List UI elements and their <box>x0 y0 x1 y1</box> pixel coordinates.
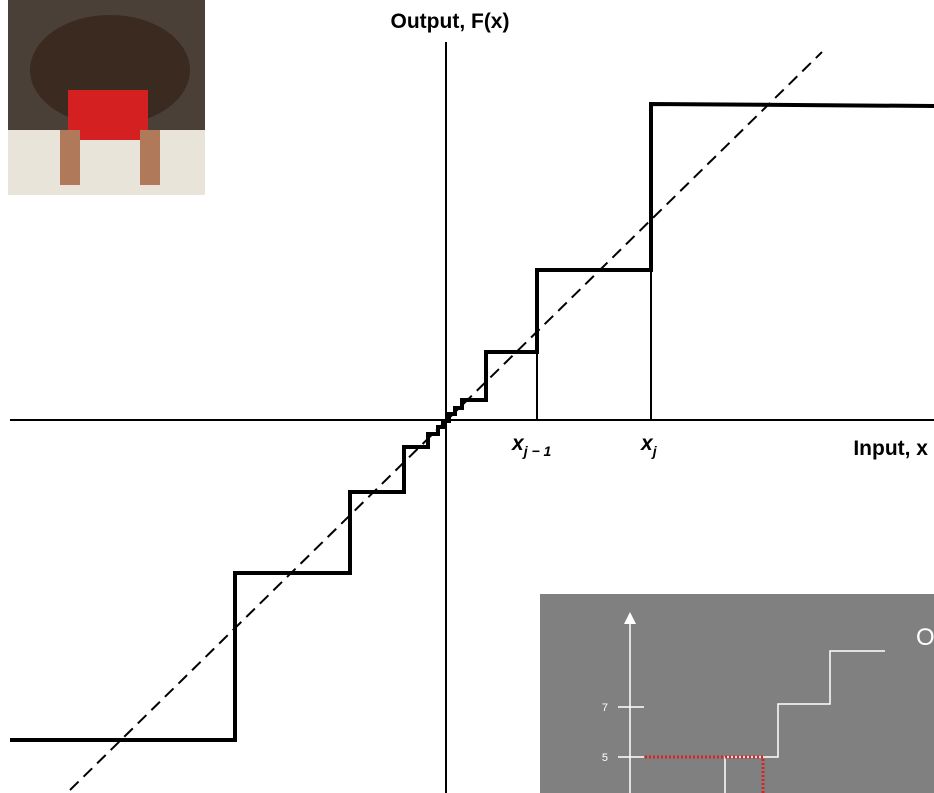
inset-arrow <box>624 612 636 624</box>
inset: 7 5 O <box>540 594 934 793</box>
inset-tick-label: 7 <box>602 702 608 714</box>
inset-label: O <box>916 624 934 651</box>
staircase <box>10 101 934 742</box>
marker-sub: j − 1 <box>522 443 552 459</box>
y-axis-label: Output, F(x) <box>391 10 510 33</box>
photo <box>8 0 205 195</box>
linear-reference <box>69 51 823 791</box>
marker-base: x <box>511 432 525 455</box>
inset-tick-label: 5 <box>602 752 608 764</box>
marker-base: x <box>640 432 654 455</box>
inset-background <box>540 594 934 793</box>
marker-label: xj − 1 <box>511 432 552 459</box>
x-axis-label: Input, x <box>853 437 928 460</box>
marker-label: xj <box>640 432 658 459</box>
inset-highlight <box>645 755 765 793</box>
marker-sub: j <box>651 443 658 459</box>
